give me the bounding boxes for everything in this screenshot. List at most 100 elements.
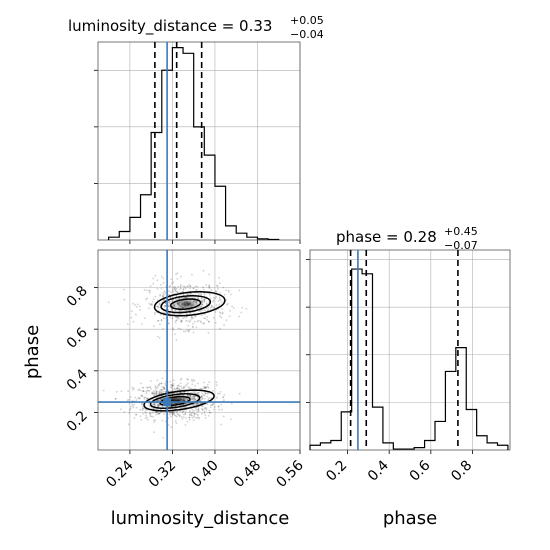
scatter-point	[144, 417, 147, 420]
scatter-point	[185, 312, 187, 315]
scatter-point	[206, 383, 209, 386]
scatter-point	[158, 302, 161, 305]
scatter-point	[204, 309, 206, 312]
scatter-point	[159, 323, 161, 326]
scatter-point	[238, 392, 241, 395]
scatter-point	[191, 304, 194, 306]
scatter-point	[187, 309, 190, 312]
scatter-point	[200, 395, 203, 397]
scatter-point	[156, 305, 159, 308]
scatter-point	[187, 285, 189, 288]
scatter-point	[157, 404, 160, 406]
scatter-point	[151, 404, 154, 406]
scatter-point	[156, 287, 159, 290]
scatter-point	[123, 288, 125, 291]
scatter-point	[170, 386, 173, 388]
scatter-point	[189, 303, 192, 305]
scatter-point	[167, 323, 170, 325]
scatter-point	[153, 403, 156, 405]
scatter-point	[164, 304, 167, 307]
scatter-point	[223, 293, 226, 296]
scatter-point	[150, 380, 152, 382]
scatter-point	[190, 412, 193, 415]
scatter-point	[187, 300, 189, 303]
scatter-point	[183, 306, 186, 309]
scatter-point	[187, 303, 190, 306]
scatter-point	[188, 414, 191, 417]
scatter-point	[179, 397, 182, 400]
scatter-point	[189, 302, 192, 305]
scatter-point	[178, 397, 181, 400]
scatter-point	[156, 299, 159, 301]
scatter-point	[207, 387, 210, 389]
scatter-point	[195, 301, 198, 304]
scatter-point	[148, 302, 151, 305]
scatter-point	[177, 398, 179, 400]
scatter-point	[178, 398, 181, 401]
scatter-point	[154, 411, 157, 413]
scatter-point	[129, 407, 132, 410]
scatter-point	[210, 289, 213, 291]
scatter-point	[162, 317, 165, 320]
scatter-point	[146, 397, 149, 400]
scatter-point	[213, 306, 215, 309]
scatter-point	[198, 393, 201, 396]
scatter-point	[158, 336, 161, 339]
scatter-point	[238, 289, 241, 292]
scatter-point	[196, 320, 199, 323]
scatter-point	[201, 388, 204, 390]
scatter-point	[158, 392, 161, 395]
scatter-point	[187, 303, 190, 306]
scatter-point	[207, 392, 210, 395]
scatter-point	[201, 303, 204, 306]
scatter-point	[157, 319, 159, 322]
scatter-point	[208, 381, 211, 384]
scatter-point	[154, 313, 156, 316]
scatter-point	[201, 300, 204, 302]
y-axis-label-phase: phase	[22, 325, 43, 379]
scatter-point	[157, 319, 160, 322]
scatter-point	[181, 307, 184, 309]
scatter-point	[151, 303, 154, 306]
scatter-point	[193, 404, 196, 407]
scatter-point	[200, 297, 203, 300]
scatter-point	[139, 382, 142, 385]
distance-xtick-label-3: 0.48	[231, 458, 264, 491]
scatter-point	[135, 413, 138, 416]
scatter-point	[189, 395, 192, 398]
scatter-point	[123, 298, 126, 301]
scatter-point	[176, 387, 179, 389]
scatter-point	[177, 384, 180, 386]
scatter-point	[181, 387, 183, 390]
scatter-point	[174, 333, 176, 335]
scatter-point	[145, 397, 148, 400]
scatter-point	[152, 392, 154, 395]
scatter-point	[157, 405, 160, 408]
scatter-point	[204, 393, 207, 395]
scatter-point	[164, 311, 166, 314]
scatter-point	[176, 290, 179, 293]
scatter-point	[182, 403, 185, 406]
scatter-point	[206, 403, 209, 405]
scatter-point	[186, 300, 189, 303]
scatter-point	[200, 395, 203, 398]
scatter-point	[191, 304, 194, 307]
scatter-point	[193, 399, 196, 401]
scatter-point	[245, 307, 248, 310]
scatter-point	[182, 403, 185, 406]
scatter-point	[173, 411, 176, 414]
scatter-point	[154, 295, 157, 298]
scatter-point	[188, 416, 191, 419]
scatter-point	[148, 290, 151, 292]
scatter-point	[188, 302, 191, 304]
scatter-point	[167, 424, 170, 426]
scatter-point	[202, 309, 205, 311]
scatter-point	[186, 378, 189, 381]
scatter-point	[152, 410, 155, 413]
scatter-point	[213, 406, 216, 408]
scatter-point	[160, 319, 163, 322]
scatter-point	[164, 420, 167, 423]
scatter-point	[173, 387, 176, 390]
scatter-point	[183, 398, 186, 400]
scatter-point	[149, 415, 152, 417]
